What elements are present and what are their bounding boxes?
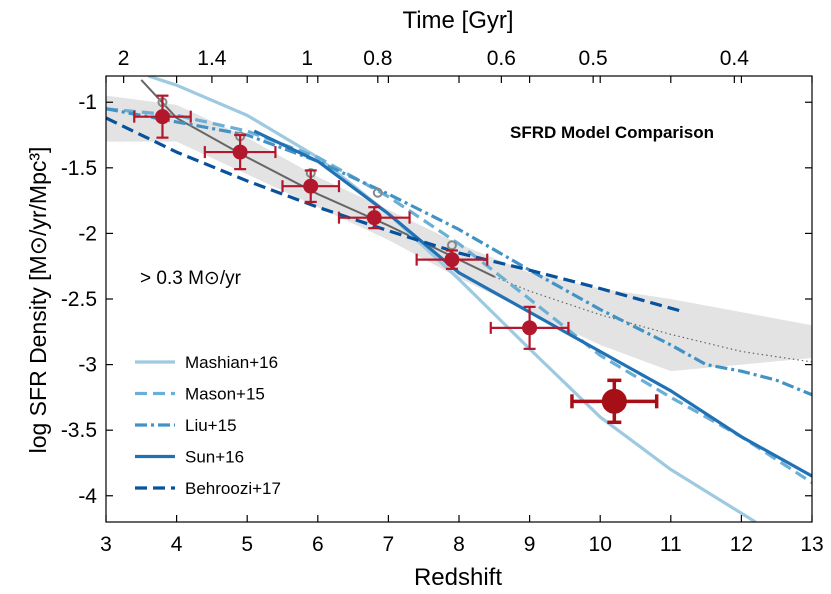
fit-extrapolation-line bbox=[494, 276, 812, 363]
x-tick-label: 10 bbox=[589, 533, 612, 556]
legend-label: Behroozi+17 bbox=[185, 479, 281, 498]
open-point bbox=[372, 187, 383, 198]
data-point-group bbox=[415, 249, 489, 270]
top-tick-label: 2 bbox=[118, 47, 130, 70]
x-tick-label: 9 bbox=[524, 533, 536, 556]
data-point bbox=[154, 109, 170, 125]
y-tick-label: -1.5 bbox=[61, 157, 97, 180]
data-point bbox=[522, 320, 538, 336]
y-axis-label: log SFR Density [M⊙/yr/Mpc³] bbox=[25, 147, 51, 454]
x-tick-label: 8 bbox=[453, 533, 465, 556]
legend-label: Sun+16 bbox=[185, 448, 244, 467]
x-tick-label: 5 bbox=[241, 533, 253, 556]
y-tick-label: -1 bbox=[78, 91, 97, 114]
data-point bbox=[366, 210, 382, 226]
y-tick-label: -3 bbox=[78, 354, 97, 377]
legend: Mashian+16 Mason+15 Liu+15 Sun+16 Behroozi+1… bbox=[135, 353, 281, 498]
x-tick-label: 7 bbox=[383, 533, 395, 556]
data-point bbox=[303, 178, 319, 194]
data-point-group bbox=[203, 133, 277, 171]
x-tick-label: 6 bbox=[312, 533, 324, 556]
data-point-group bbox=[133, 94, 192, 139]
data-point-group bbox=[337, 206, 411, 230]
data-point bbox=[232, 144, 248, 160]
axes: 3 4 5 6 7 8 9 10 11 12 13 -4 -3.5 -3 -2.5 -2 -1.5 -1 2 1.4 1… bbox=[61, 47, 824, 556]
chart-title: SFRD Model Comparison bbox=[510, 123, 714, 142]
top-tick-label: 0.8 bbox=[363, 47, 392, 70]
threshold-annotation: > 0.3 M⊙/yr bbox=[140, 268, 242, 289]
y-tick-label: -4 bbox=[78, 485, 97, 508]
x-axis-label: Redshift bbox=[414, 564, 502, 591]
data-point bbox=[601, 388, 627, 414]
x-tick-label: 13 bbox=[800, 533, 823, 556]
top-tick-label: 0.5 bbox=[579, 47, 608, 70]
x-tick-label: 3 bbox=[100, 533, 112, 556]
y-tick-label: -2.5 bbox=[61, 288, 97, 311]
series-line-liu-15 bbox=[106, 107, 812, 397]
top-tick-label: 1.4 bbox=[197, 47, 227, 70]
legend-label: Mason+15 bbox=[185, 385, 265, 404]
data-point-group bbox=[281, 169, 341, 204]
legend-label: Mashian+16 bbox=[185, 353, 278, 372]
series-line-mason-15 bbox=[106, 107, 812, 484]
series-line-mashian-16 bbox=[147, 76, 757, 522]
top-axis-label: Time [Gyr] bbox=[402, 7, 513, 34]
x-tick-label: 12 bbox=[730, 533, 753, 556]
confidence-band bbox=[106, 95, 812, 372]
y-tick-label: -3.5 bbox=[61, 419, 97, 442]
x-tick-label: 4 bbox=[171, 533, 183, 556]
x-tick-label: 11 bbox=[660, 533, 682, 556]
top-tick-label: 0.6 bbox=[487, 47, 516, 70]
data-point-group bbox=[570, 378, 659, 425]
data-point bbox=[444, 252, 460, 268]
top-tick-label: 0.4 bbox=[720, 47, 750, 70]
y-tick-label: -2 bbox=[78, 222, 97, 245]
data-point-group bbox=[489, 305, 570, 350]
plot-area bbox=[106, 76, 812, 522]
top-tick-label: 1 bbox=[301, 47, 313, 70]
open-point bbox=[446, 240, 457, 251]
legend-label: Liu+15 bbox=[185, 416, 237, 435]
